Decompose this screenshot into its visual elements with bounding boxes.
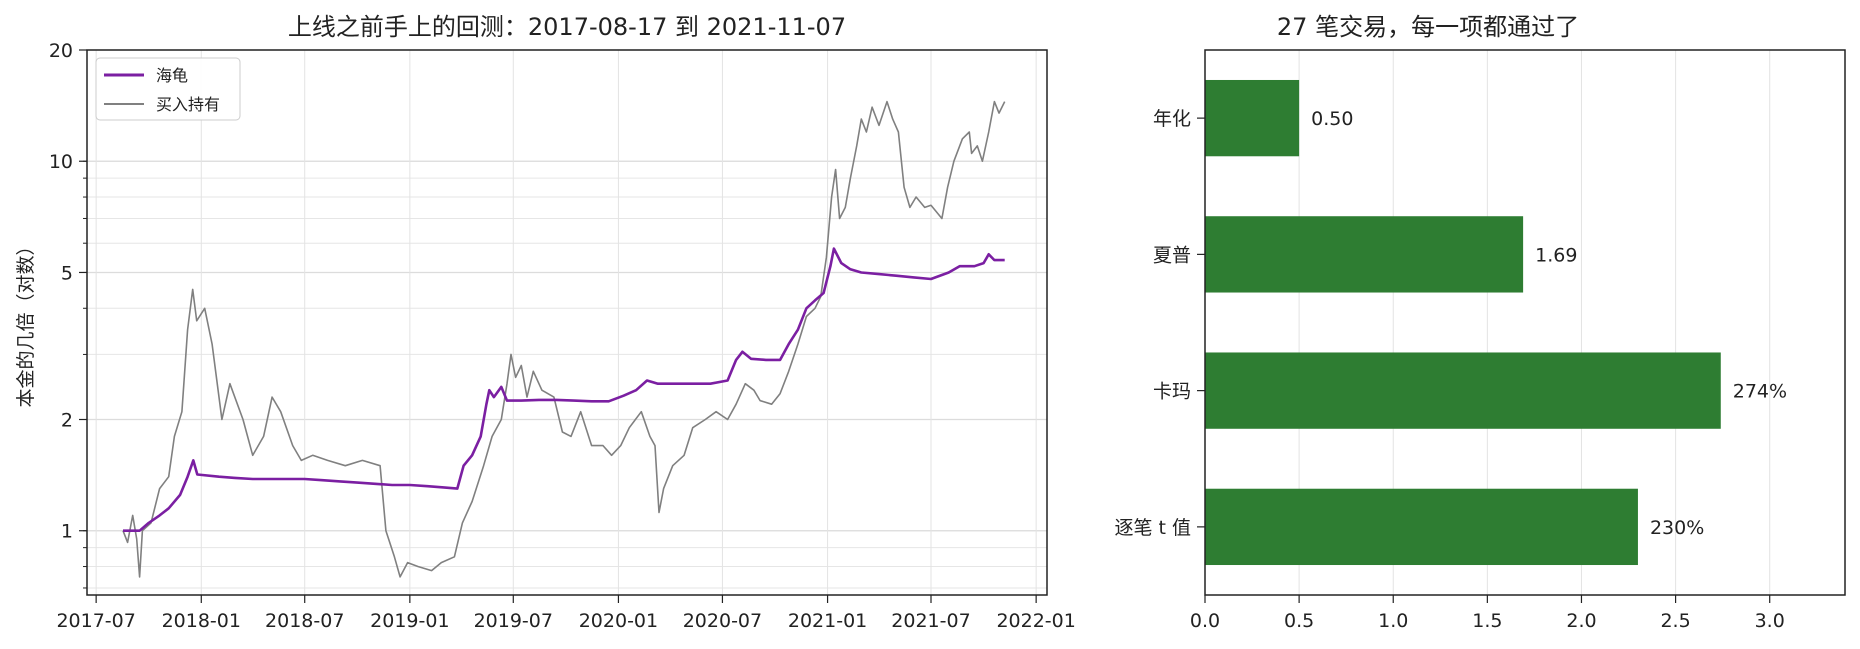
x-tick-label: 2020-07 (683, 610, 762, 632)
left-chart-title: 上线之前手上的回测：2017-08-17 到 2021-11-07 (288, 13, 846, 41)
right-chart: 27 笔交易，每一项都通过了 0.50 1.69 274% 230% 0.0 0.5 1.… (1114, 13, 1846, 632)
y-tick-label: 2 (61, 410, 73, 432)
left-chart-series (122, 100, 1006, 578)
left-chart-y-axis-label: 本金的几倍（对数） (15, 236, 37, 407)
x-tick-label: 2021-01 (788, 610, 867, 632)
y-tick-label: 20 (49, 40, 73, 62)
bar-value-label: 0.50 (1311, 108, 1353, 130)
bar-value-label: 1.69 (1535, 244, 1577, 266)
left-chart-y-ticks: 1 2 5 10 20 (49, 40, 87, 589)
y-tick-label: 5 (61, 262, 73, 284)
x-tick-label: 2018-07 (265, 610, 344, 632)
right-chart-frame (1204, 49, 1846, 596)
category-label: 卡玛 (1153, 381, 1191, 403)
right-chart-x-ticks: 0.0 0.5 1.0 1.5 2.0 2.5 3.0 (1190, 595, 1785, 632)
x-tick-label: 2.5 (1660, 610, 1690, 632)
x-tick-label: 2022-01 (996, 610, 1075, 632)
bar (1205, 352, 1721, 429)
x-tick-label: 2021-07 (891, 610, 970, 632)
bar-value-label: 230% (1650, 517, 1704, 539)
y-tick-label: 10 (49, 151, 73, 173)
legend-label-buy-hold: 买入持有 (156, 95, 220, 114)
x-tick-label: 2018-01 (162, 610, 241, 632)
x-tick-label: 2020-01 (579, 610, 658, 632)
x-tick-label: 2019-07 (474, 610, 553, 632)
series-line-turtle (123, 247, 1005, 532)
left-chart-legend: 海龟 买入持有 (95, 57, 241, 121)
category-label: 夏普 (1153, 244, 1191, 266)
x-tick-label: 1.0 (1378, 610, 1408, 632)
left-chart: 上线之前手上的回测：2017-08-17 到 2021-11-07 1 2 5 10 2… (15, 13, 1076, 632)
bar (1205, 79, 1300, 157)
bar (1205, 488, 1638, 566)
bar-value-label: 274% (1733, 381, 1787, 403)
left-chart-frame (86, 49, 1048, 596)
x-tick-label: 2017-07 (56, 610, 135, 632)
y-tick-label: 1 (61, 521, 73, 543)
bar (1205, 216, 1524, 293)
x-tick-label: 2.0 (1566, 610, 1596, 632)
x-tick-label: 1.5 (1472, 610, 1502, 632)
legend-label-turtle: 海龟 (156, 66, 188, 85)
x-tick-label: 0.0 (1190, 610, 1220, 632)
category-label: 逐笔 t 值 (1114, 517, 1191, 539)
left-chart-x-ticks: 2017-07 2018-01 2018-07 2019-01 2019-07 2020-… (56, 595, 1076, 632)
series-line-buy-hold (122, 100, 1006, 578)
right-chart-title: 27 笔交易，每一项都通过了 (1277, 13, 1579, 41)
x-tick-label: 2019-01 (370, 610, 449, 632)
x-tick-label: 3.0 (1755, 610, 1785, 632)
right-chart-bars: 0.50 1.69 274% 230% (1205, 79, 1787, 566)
x-tick-label: 0.5 (1284, 610, 1314, 632)
left-chart-grid (87, 49, 1047, 595)
category-label: 年化 (1153, 108, 1191, 130)
